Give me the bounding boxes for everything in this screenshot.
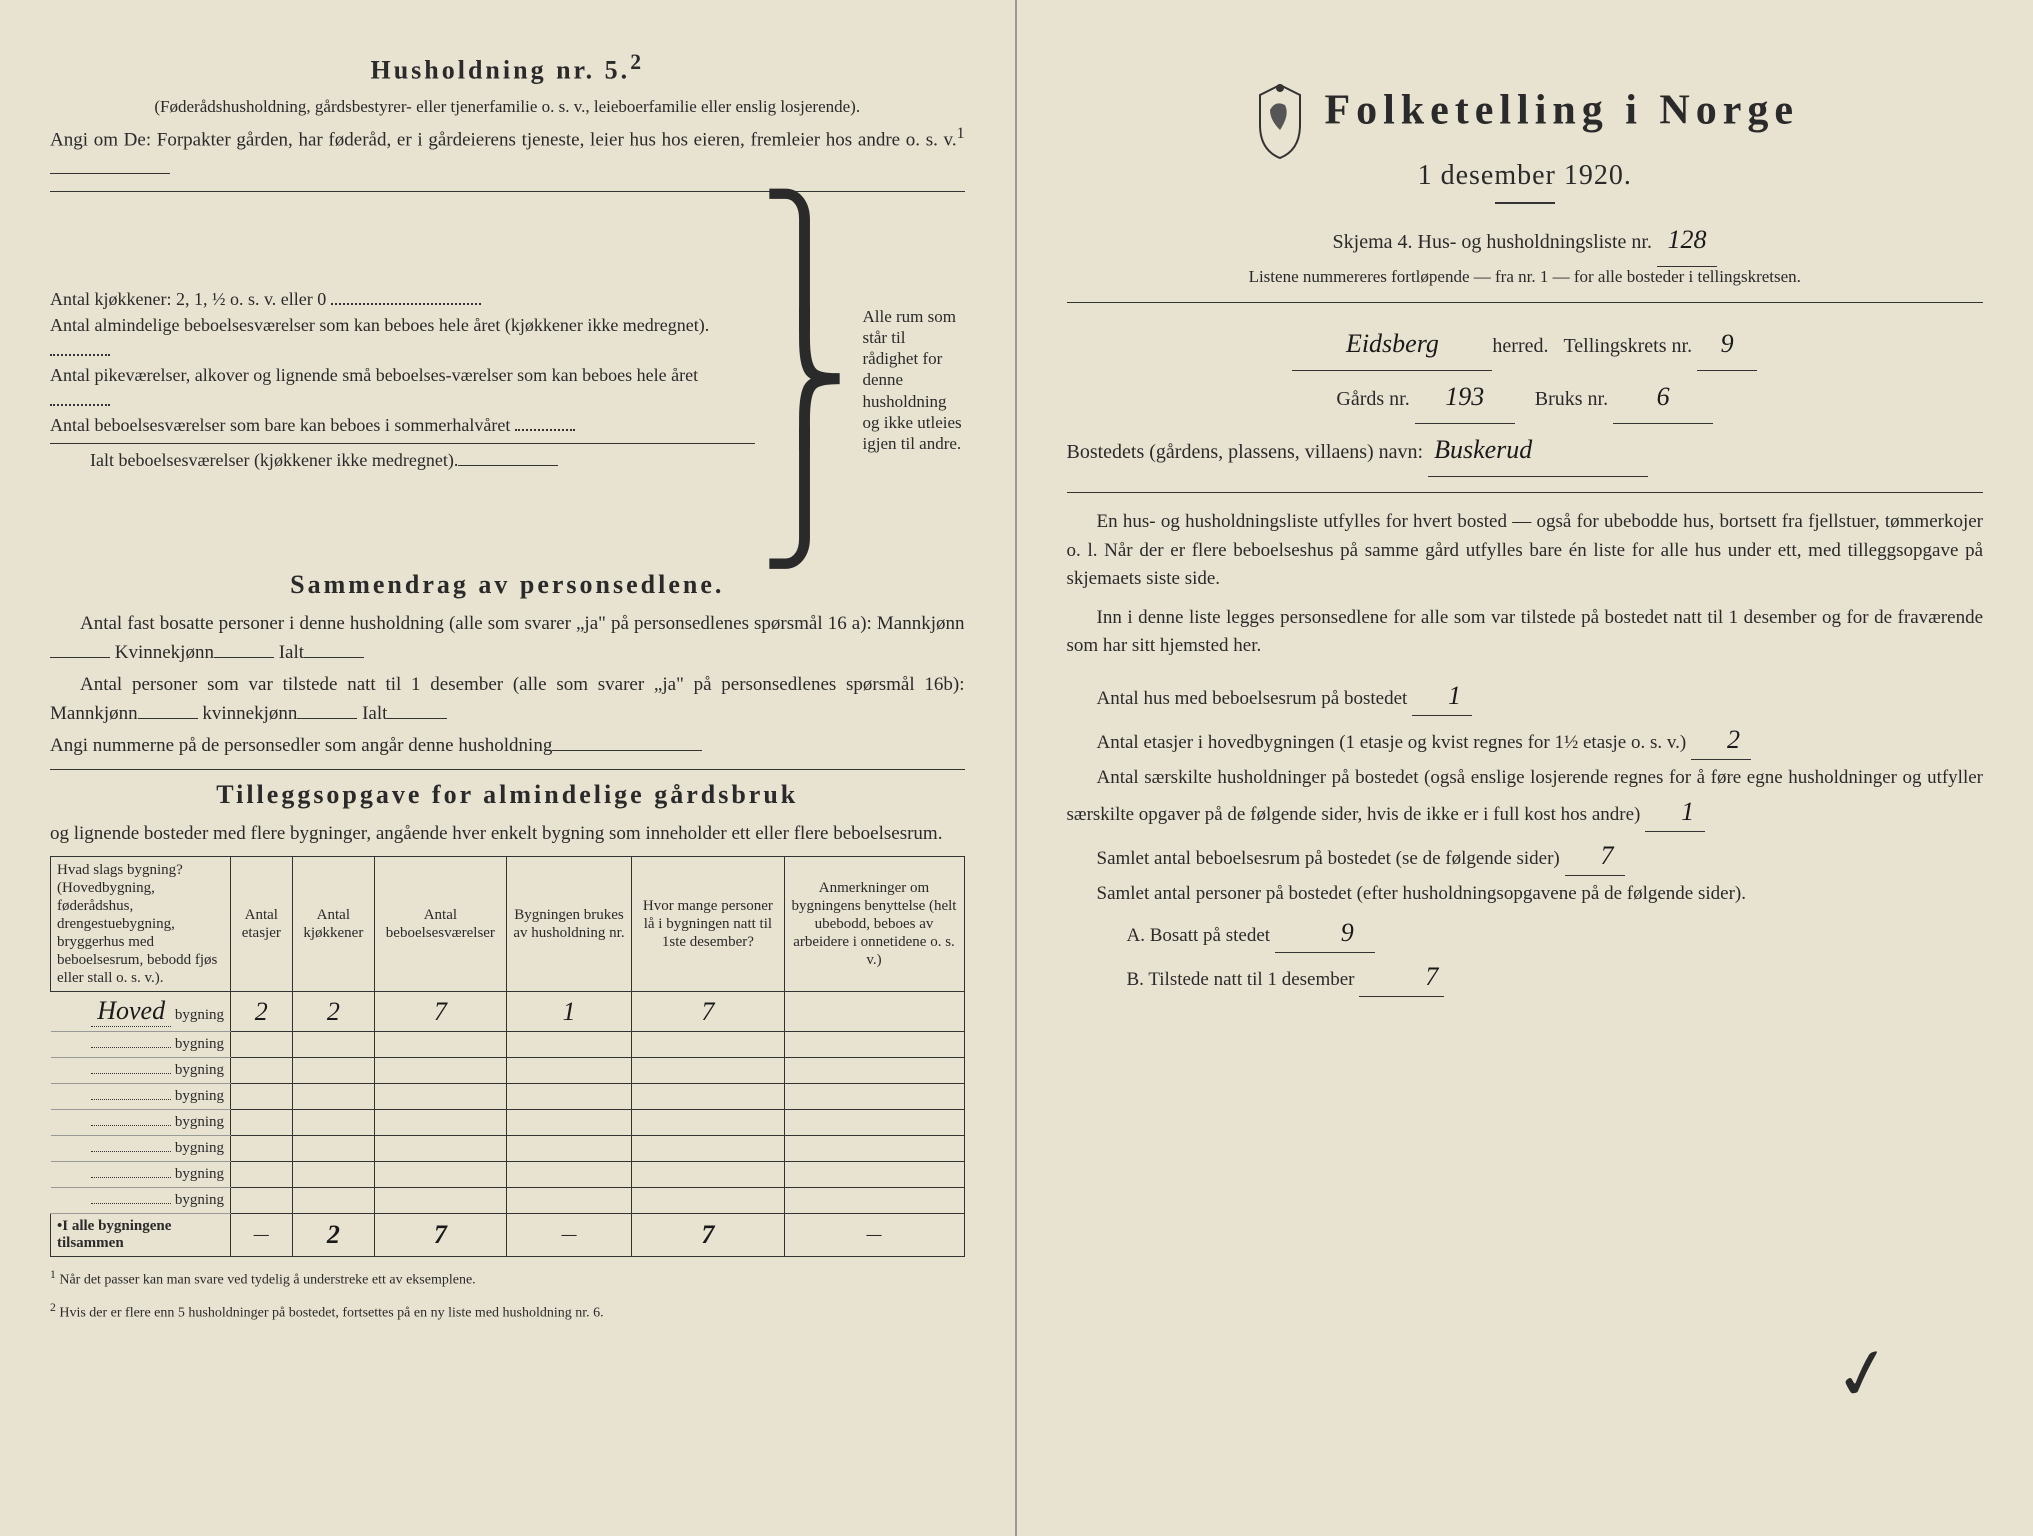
table-row: bygning <box>51 1162 965 1188</box>
intro-line: Angi om De: Forpakter gården, har føderå… <box>50 122 965 183</box>
gards-line: Gårds nr. 193 Bruks nr. 6 <box>1067 371 1984 424</box>
left-page: Husholdning nr. 5.2 (Føderådshusholdning… <box>0 0 1017 1536</box>
tillegg-title: Tilleggsopgave for almindelige gårdsbruk <box>50 780 965 810</box>
header-block: Folketelling i Norge 1 desember 1920. Sk… <box>1067 80 1984 424</box>
checkmark-icon: ✓ <box>1828 1329 1900 1421</box>
rooms-block: Antal kjøkkener: 2, 1, ½ o. s. v. eller … <box>50 200 965 560</box>
herred-line: Eidsbergherred. Tellingskrets nr. 9 <box>1067 318 1984 371</box>
table-row: bygning <box>51 1188 965 1214</box>
table-row: Hoved bygning 2 2 7 1 7 <box>51 992 965 1032</box>
buildings-table: Hvad slags bygning? (Hovedbygning, føder… <box>50 856 965 1257</box>
schema-line: Skjema 4. Hus- og husholdningsliste nr. … <box>1067 214 1984 267</box>
q5: Samlet antal personer på bostedet (efter… <box>1067 880 1984 909</box>
room-line3: Antal beboelsesværelser som bare kan beb… <box>50 415 510 435</box>
para2: Inn i denne liste legges personsedlene f… <box>1067 604 1984 661</box>
footnote2: 2 Hvis der er flere enn 5 husholdninger … <box>50 1300 965 1323</box>
title-date: 1 desember 1920. <box>1067 160 1984 192</box>
summary2: Antal personer som var tilstede natt til… <box>50 671 965 728</box>
q2: Antal etasjer i hovedbygningen (1 etasje… <box>1067 720 1984 760</box>
household-title: Husholdning nr. 5.2 <box>50 50 965 86</box>
table-row: bygning <box>51 1110 965 1136</box>
th-anmerkninger: Anmerkninger om bygningens benyttelse (h… <box>784 857 964 992</box>
th-beboelse: Antal beboelsesværelser <box>375 857 507 992</box>
room-line1: Antal almindelige beboelsesværelser som … <box>50 315 709 335</box>
right-page: Folketelling i Norge 1 desember 1920. Sk… <box>1017 0 2033 1536</box>
tillegg-sub: og lignende bosteder med flere bygninger… <box>50 820 965 849</box>
bracket-text: Alle rum som står til rådighet for denne… <box>855 306 965 455</box>
table-row: bygning <box>51 1058 965 1084</box>
q1: Antal hus med beboelsesrum på bostedet 1 <box>1067 676 1984 716</box>
bosted-line: Bostedets (gårdens, plassens, villaens) … <box>1067 424 1984 477</box>
bracket-icon: ⎫⎬⎭ <box>760 200 850 560</box>
totals-row: •I alle bygningene tilsammen — 2 7 — 7 — <box>51 1214 965 1257</box>
qa: A. Bosatt på stedet 9 <box>1067 913 1984 953</box>
q3: Antal særskilte husholdninger på bostede… <box>1067 764 1984 833</box>
summary1: Antal fast bosatte personer i denne hush… <box>50 610 965 667</box>
qb: B. Tilstede natt til 1 desember 7 <box>1067 957 1984 997</box>
summary-title: Sammendrag av personsedlene. <box>50 570 965 600</box>
coat-of-arms-icon <box>1250 80 1310 160</box>
table-row: bygning <box>51 1032 965 1058</box>
th-type: Hvad slags bygning? (Hovedbygning, føder… <box>51 857 231 992</box>
table-row: bygning <box>51 1136 965 1162</box>
footnote1: 1 Når det passer kan man svare ved tydel… <box>50 1267 965 1290</box>
th-etasjer: Antal etasjer <box>231 857 293 992</box>
room-total-label: Ialt beboelsesværelser (kjøkkener ikke m… <box>90 450 458 470</box>
q4: Samlet antal beboelsesrum på bostedet (s… <box>1067 836 1984 876</box>
table-row: bygning <box>51 1084 965 1110</box>
th-personer: Hvor mange personer lå i bygningen natt … <box>632 857 784 992</box>
kitchen-line: Antal kjøkkener: 2, 1, ½ o. s. v. eller … <box>50 289 326 309</box>
room-line2: Antal pikeværelser, alkover og lignende … <box>50 365 698 385</box>
summary3: Angi nummerne på de personsedler som ang… <box>50 732 965 761</box>
para1: En hus- og husholdningsliste utfylles fo… <box>1067 508 1984 594</box>
main-title: Folketelling i Norge <box>1324 88 1799 134</box>
household-subtext: (Føderådshusholdning, gårdsbestyrer- ell… <box>50 96 965 118</box>
listene-line: Listene nummereres fortløpende — fra nr.… <box>1067 267 1984 287</box>
th-kjokken: Antal kjøkkener <box>292 857 374 992</box>
th-hushold: Bygningen brukes av husholdning nr. <box>506 857 632 992</box>
